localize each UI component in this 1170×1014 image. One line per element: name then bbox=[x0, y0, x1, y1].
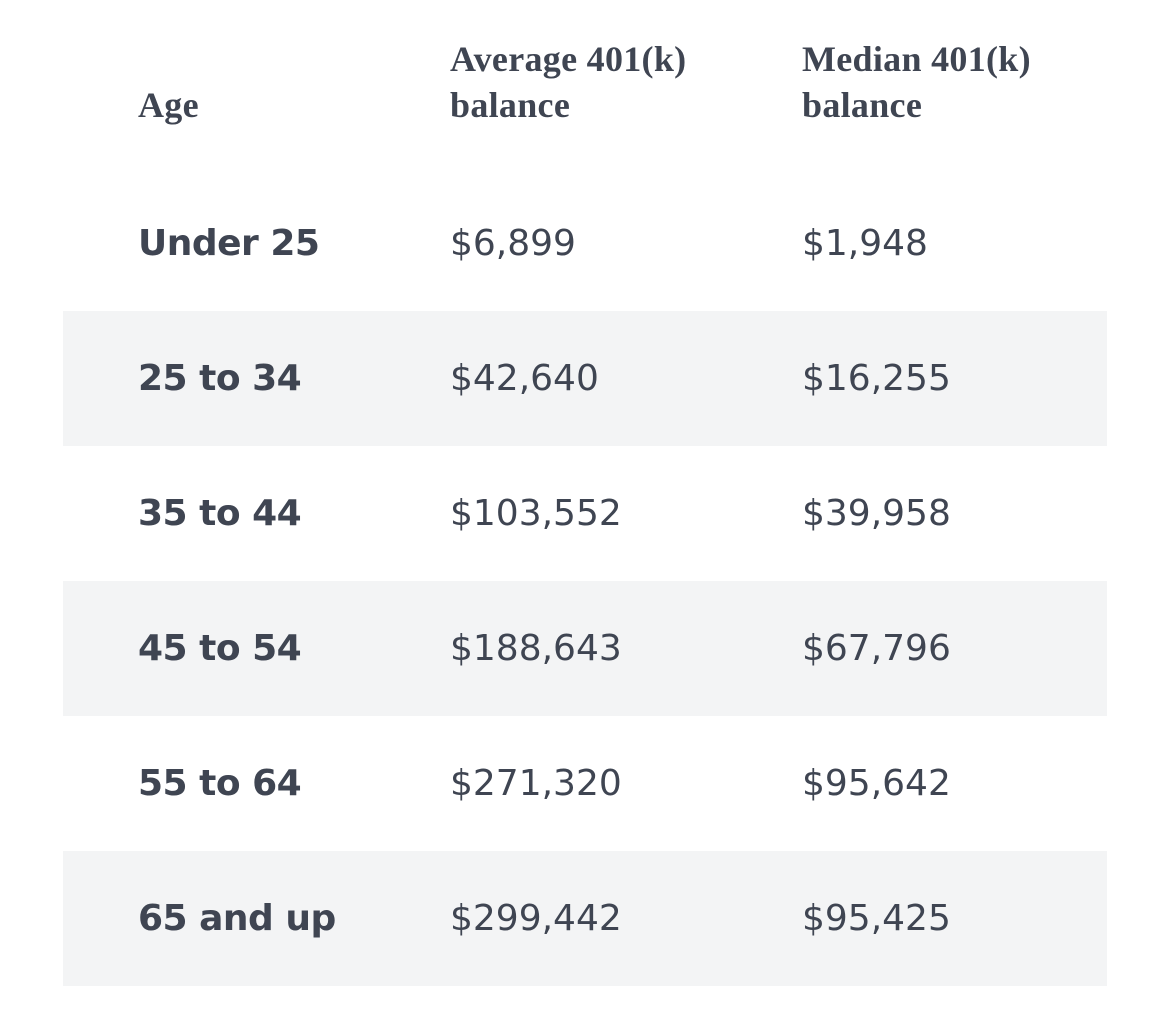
average-cell: $103,552 bbox=[450, 493, 622, 534]
table-row: 25 to 34 $42,640 $16,255 bbox=[63, 311, 1107, 446]
table-row: 65 and up $299,442 $95,425 bbox=[63, 851, 1107, 986]
median-cell: $39,958 bbox=[802, 493, 951, 534]
table-row: 55 to 64 $271,320 $95,642 bbox=[63, 716, 1107, 851]
age-cell: 45 to 54 bbox=[138, 628, 302, 669]
table-row: 45 to 54 $188,643 $67,796 bbox=[63, 581, 1107, 716]
median-cell: $16,255 bbox=[802, 358, 951, 399]
age-cell: 55 to 64 bbox=[138, 763, 302, 804]
table-row: 35 to 44 $103,552 $39,958 bbox=[63, 446, 1107, 581]
average-cell: $271,320 bbox=[450, 763, 622, 804]
average-cell: $299,442 bbox=[450, 898, 622, 939]
age-cell: Under 25 bbox=[138, 223, 320, 264]
table-row: Under 25 $6,899 $1,948 bbox=[63, 176, 1107, 311]
average-cell: $6,899 bbox=[450, 223, 576, 264]
median-cell: $95,642 bbox=[802, 763, 951, 804]
balance-table: Age Average 401(k) balance Median 401(k)… bbox=[63, 0, 1107, 986]
median-cell: $1,948 bbox=[802, 223, 928, 264]
age-cell: 25 to 34 bbox=[138, 358, 302, 399]
age-cell: 65 and up bbox=[138, 898, 336, 939]
average-cell: $42,640 bbox=[450, 358, 599, 399]
median-cell: $95,425 bbox=[802, 898, 951, 939]
median-cell: $67,796 bbox=[802, 628, 951, 669]
age-cell: 35 to 44 bbox=[138, 493, 302, 534]
average-cell: $188,643 bbox=[450, 628, 622, 669]
header-age: Age bbox=[138, 85, 199, 125]
table-header: Age Average 401(k) balance Median 401(k)… bbox=[63, 0, 1107, 176]
header-average-balance: Average 401(k) balance bbox=[450, 39, 687, 125]
header-median-balance: Median 401(k) balance bbox=[802, 39, 1031, 125]
